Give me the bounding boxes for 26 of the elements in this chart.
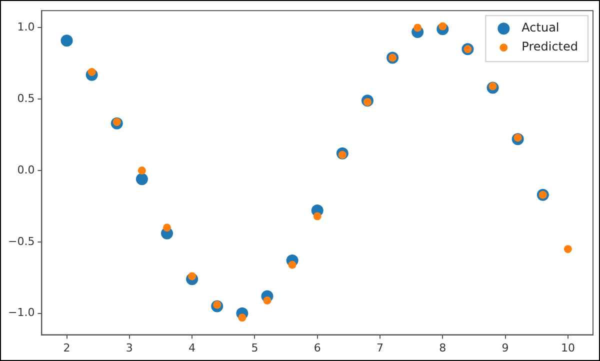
y-tick-label: −1.0 [8, 306, 35, 320]
legend-label: Actual [522, 20, 560, 35]
point [263, 296, 272, 305]
x-tick-label: 3 [126, 341, 133, 354]
x-tick-label: 4 [188, 341, 196, 354]
x-tick-label: 10 [560, 341, 575, 354]
x-tick-label: 8 [439, 341, 446, 354]
x-tick-label: 9 [502, 341, 509, 354]
y-tick-label: 0.0 [17, 163, 35, 176]
point [288, 260, 296, 269]
y-tick-label: 1.0 [17, 20, 35, 34]
point [136, 173, 148, 186]
point [414, 24, 422, 32]
point [60, 34, 73, 47]
x-tick-label: 2 [63, 341, 70, 354]
point [163, 224, 172, 232]
point [564, 245, 572, 254]
legend-label: Predicted [522, 40, 578, 54]
point [238, 314, 246, 322]
point [313, 212, 322, 220]
point [138, 166, 146, 175]
y-tick-label: −0.5 [8, 234, 35, 248]
x-tick-label: 6 [314, 341, 321, 354]
x-tick-label: 7 [376, 341, 384, 354]
x-tick-label: 5 [251, 341, 258, 354]
y-tick-label: 0.5 [17, 92, 35, 106]
